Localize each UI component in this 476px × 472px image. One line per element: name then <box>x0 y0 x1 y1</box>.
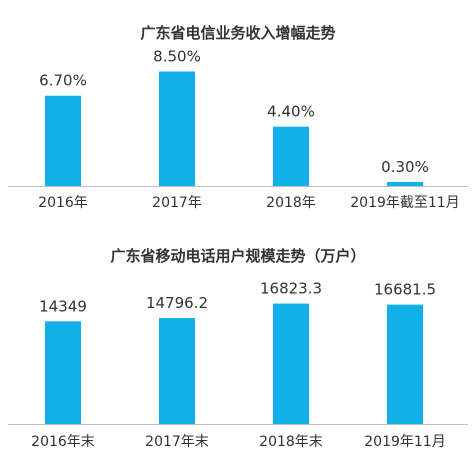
bar <box>387 181 423 186</box>
chart-telecom-revenue-growth: 广东省电信业务收入增幅走势 6.70% 2016年 8.50% 2017年 4.40% 2… <box>8 24 468 211</box>
chart-mobile-users: 广东省移动电话用户规模走势（万户） 14349 2016年末 14796.2 2017… <box>8 247 468 450</box>
category-tick-label: 2017年 <box>152 195 202 211</box>
chart-title: 广东省电信业务收入增幅走势 <box>140 24 335 42</box>
data-label: 4.40% <box>267 103 315 121</box>
chart-title: 广东省移动电话用户规模走势（万户） <box>110 247 365 265</box>
bar <box>45 95 81 186</box>
data-label: 0.30% <box>381 158 429 176</box>
category-tick-label: 2017年末 <box>145 434 209 450</box>
bar <box>273 303 309 424</box>
bar <box>273 126 309 186</box>
category-tick-label: 2019年11月 <box>364 434 445 450</box>
data-label: 8.50% <box>153 47 201 65</box>
bar <box>45 321 81 424</box>
data-label: 16681.5 <box>374 281 436 299</box>
category-tick-label: 2018年末 <box>259 434 323 450</box>
data-label: 14349 <box>39 297 87 315</box>
category-tick-label: 2019年截至11月 <box>350 195 459 211</box>
category-tick-label: 2016年 <box>38 195 88 211</box>
data-label: 6.70% <box>39 72 87 90</box>
category-tick-label: 2018年 <box>266 195 316 211</box>
bar <box>387 304 423 424</box>
category-tick-label: 2016年末 <box>31 434 95 450</box>
bar <box>159 318 195 424</box>
data-label: 16823.3 <box>260 280 322 298</box>
data-label: 14796.2 <box>146 294 208 312</box>
bar <box>159 71 195 186</box>
